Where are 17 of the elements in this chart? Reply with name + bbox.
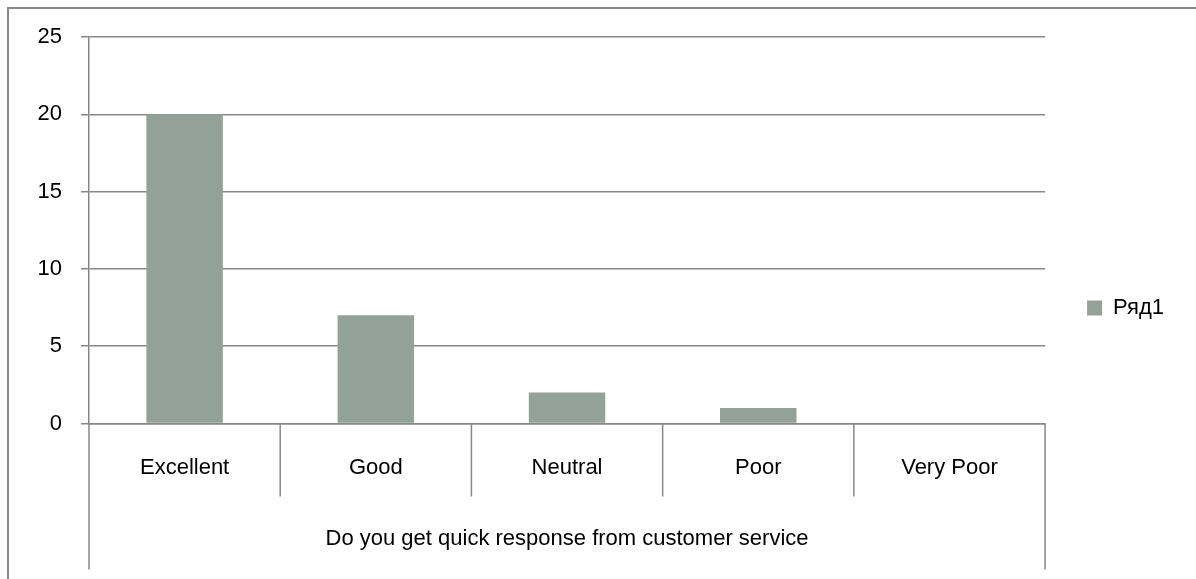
bar	[146, 114, 223, 423]
x-tick-label: Poor	[735, 453, 782, 479]
x-tick-label: Very Poor	[901, 453, 998, 479]
y-tick-label: 15	[37, 177, 62, 203]
x-tick-label: Neutral	[531, 453, 603, 479]
x-tick-label: Good	[348, 453, 403, 479]
y-tick-label: 10	[37, 254, 62, 280]
y-tick-label: 20	[37, 100, 62, 126]
y-tick-label: 25	[37, 23, 62, 49]
y-tick-label: 5	[49, 332, 62, 358]
y-tick-label: 0	[49, 409, 62, 435]
legend-label: Ряд1	[1113, 294, 1165, 320]
x-axis-title: Do you get quick response from customer service	[325, 524, 809, 550]
bar	[720, 408, 797, 423]
bar	[337, 315, 415, 423]
x-tick-label: Excellent	[139, 453, 230, 479]
bar	[528, 392, 606, 423]
